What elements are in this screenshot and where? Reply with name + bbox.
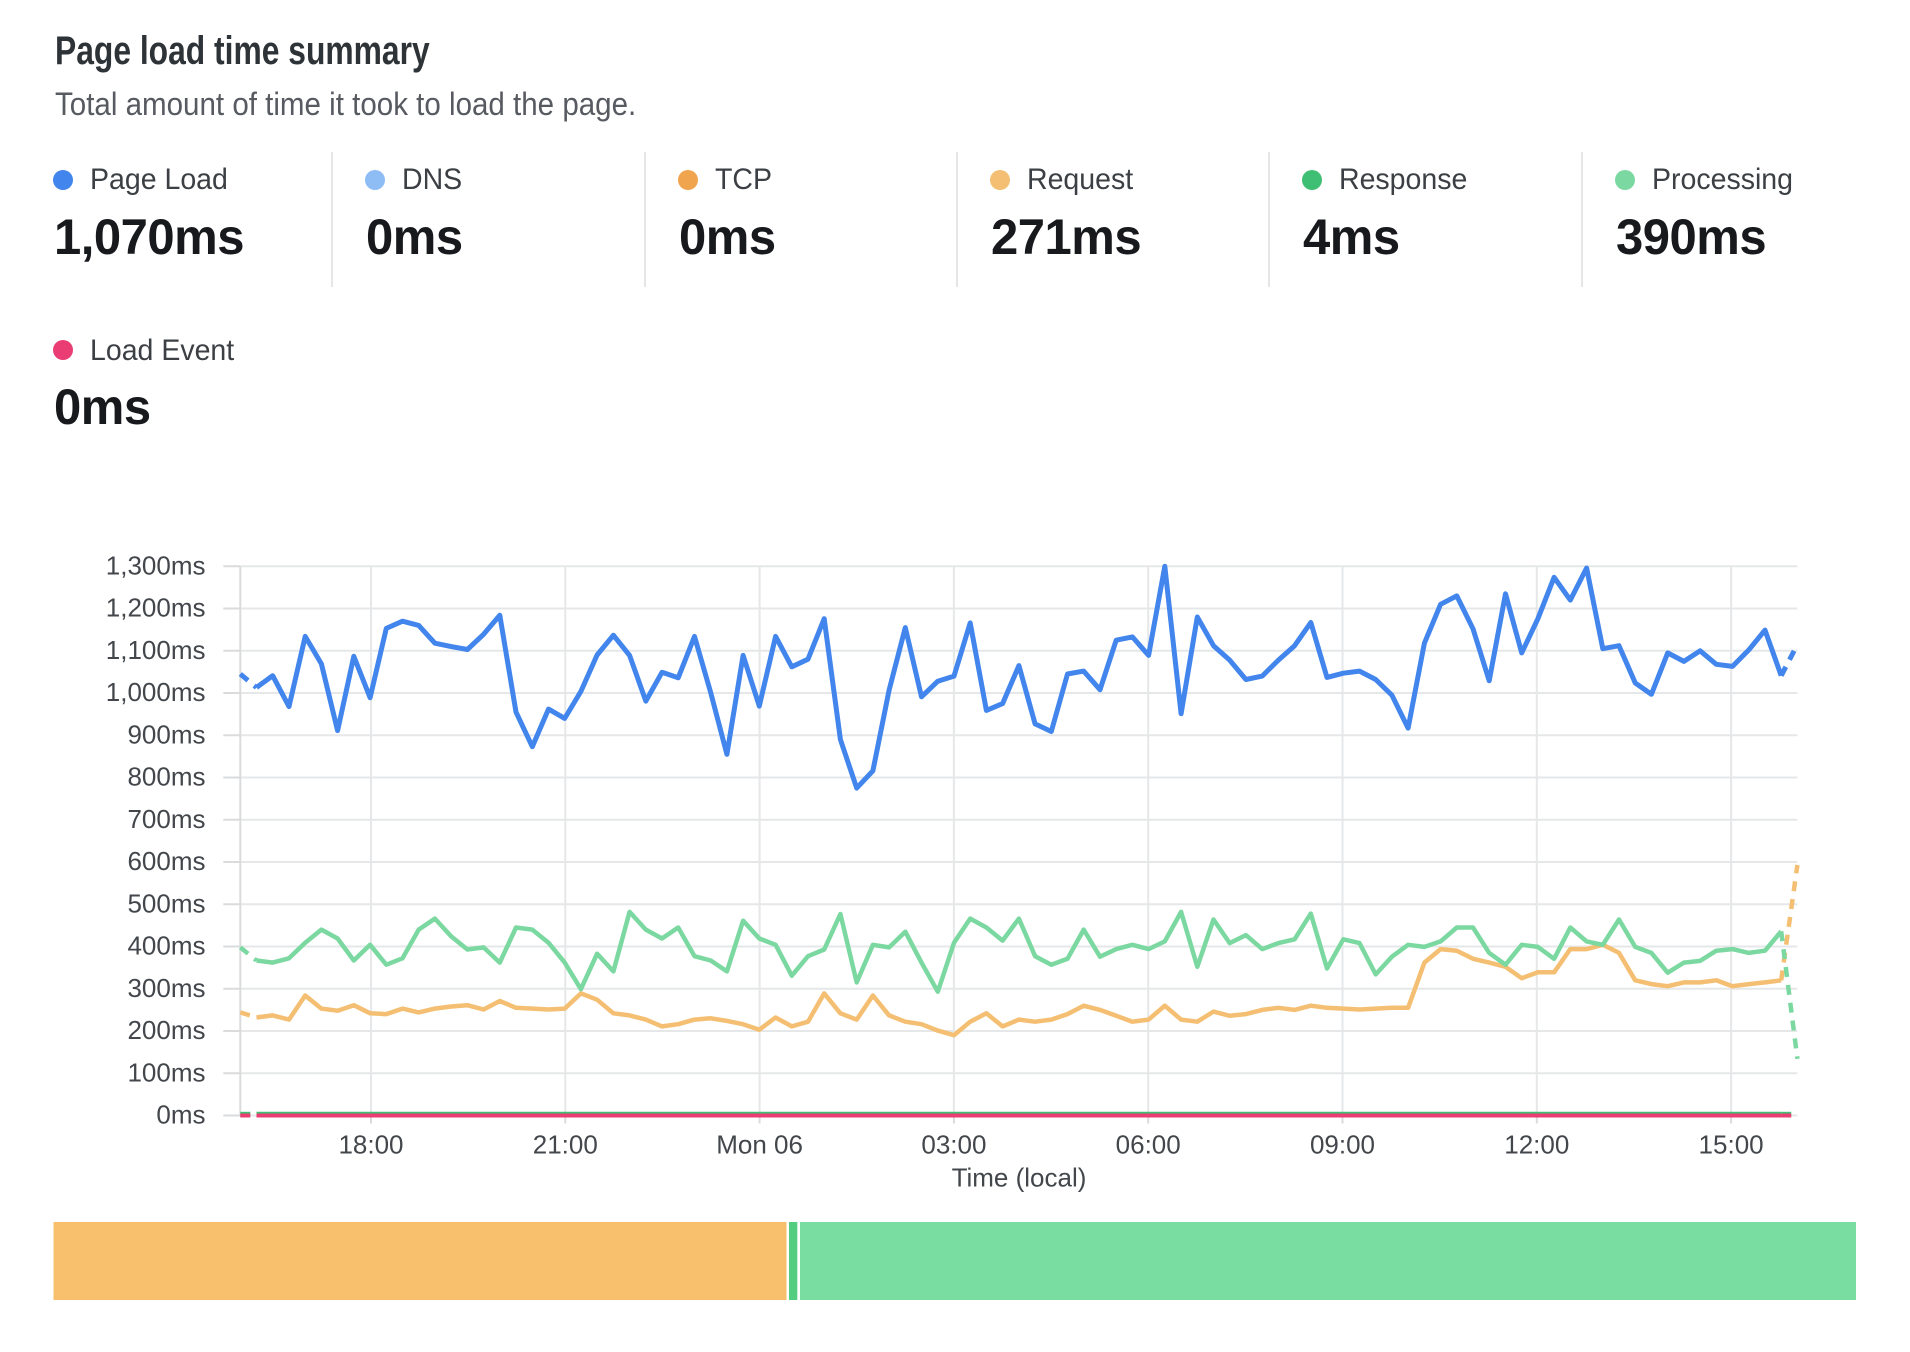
- svg-text:700ms: 700ms: [127, 804, 205, 834]
- svg-text:06:00: 06:00: [1116, 1130, 1181, 1160]
- svg-text:200ms: 200ms: [127, 1015, 205, 1045]
- svg-text:0ms: 0ms: [156, 1100, 205, 1130]
- svg-text:Mon 06: Mon 06: [716, 1130, 803, 1160]
- svg-text:400ms: 400ms: [127, 931, 205, 961]
- svg-text:03:00: 03:00: [921, 1130, 986, 1160]
- svg-text:800ms: 800ms: [127, 762, 205, 792]
- svg-text:18:00: 18:00: [338, 1130, 403, 1160]
- svg-text:600ms: 600ms: [127, 846, 205, 876]
- svg-text:1,300ms: 1,300ms: [106, 550, 206, 580]
- svg-text:1,200ms: 1,200ms: [106, 593, 206, 623]
- svg-text:100ms: 100ms: [127, 1057, 205, 1087]
- svg-text:21:00: 21:00: [533, 1130, 598, 1160]
- svg-text:500ms: 500ms: [127, 888, 205, 918]
- svg-text:15:00: 15:00: [1699, 1130, 1764, 1160]
- svg-text:900ms: 900ms: [127, 719, 205, 749]
- svg-text:1,000ms: 1,000ms: [106, 677, 206, 707]
- svg-text:300ms: 300ms: [127, 973, 205, 1003]
- svg-text:09:00: 09:00: [1310, 1130, 1375, 1160]
- svg-text:12:00: 12:00: [1504, 1130, 1569, 1160]
- svg-text:1,100ms: 1,100ms: [106, 635, 206, 665]
- svg-text:Time (local): Time (local): [952, 1163, 1087, 1193]
